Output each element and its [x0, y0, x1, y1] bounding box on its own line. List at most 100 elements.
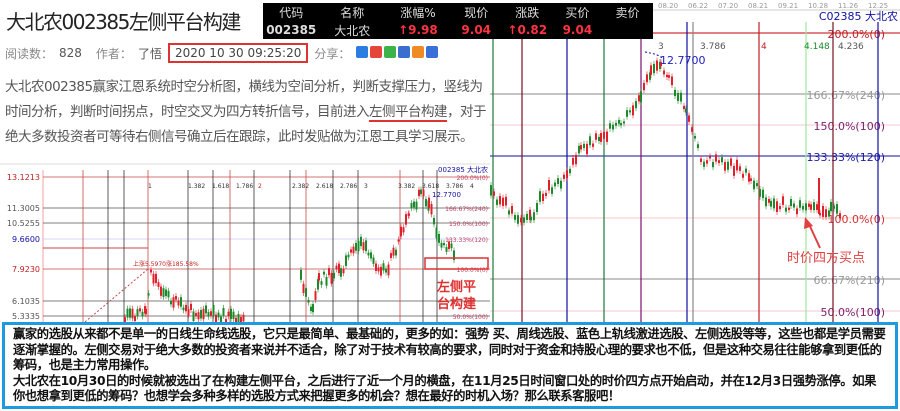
candle	[638, 95, 640, 102]
date-tick: 08.21	[748, 2, 768, 10]
fib-mark: 4.236	[838, 42, 864, 52]
candle	[425, 199, 427, 207]
level-label: 133.33%(120)	[445, 237, 488, 244]
candle	[773, 198, 775, 209]
level-label: 150.0%(100)	[813, 120, 885, 133]
fib-mark: 3.618	[422, 183, 439, 190]
candle	[650, 65, 652, 75]
candle	[736, 159, 738, 171]
candle	[385, 268, 387, 273]
candle	[640, 91, 642, 103]
price-label: 5.3335	[12, 312, 40, 321]
candle	[718, 160, 720, 164]
candle	[830, 201, 832, 212]
candle	[785, 207, 787, 212]
level-label: 50.0%(100)	[820, 306, 885, 319]
candle	[646, 74, 648, 83]
candle	[350, 249, 352, 253]
candle	[813, 202, 815, 211]
candle	[197, 312, 200, 320]
candle	[129, 308, 131, 318]
candle	[157, 282, 160, 287]
quote-header-0[interactable]: 代码	[279, 5, 304, 20]
candle	[715, 154, 717, 162]
quote-header-2[interactable]: 涨幅%	[400, 5, 436, 20]
candle	[182, 307, 185, 311]
candle	[433, 217, 435, 225]
candle	[575, 154, 577, 165]
fib-mark: 4	[470, 183, 474, 190]
candle	[623, 121, 625, 124]
candle	[227, 311, 230, 317]
candle	[202, 308, 205, 320]
candle	[448, 241, 450, 250]
candle	[656, 60, 658, 71]
candle	[569, 168, 571, 174]
candle	[530, 216, 532, 221]
candle	[212, 304, 215, 316]
candle	[405, 214, 407, 225]
fib-mark: 2.618	[316, 183, 333, 190]
candle	[703, 161, 705, 167]
date-tick: 10.28	[808, 2, 828, 10]
candle	[663, 70, 665, 75]
qq-icon[interactable]	[398, 45, 411, 58]
candle	[822, 205, 824, 217]
article-paragraph: 大北农002385赢家江恩系统时空分析图，横线为空间分析，判断支撑压力，竖线为时…	[5, 75, 489, 150]
candle	[318, 273, 320, 281]
candle	[222, 307, 225, 316]
author[interactable]: 了悟	[137, 46, 162, 61]
candle-limit-up	[818, 178, 820, 214]
candle	[205, 305, 207, 314]
candle	[172, 297, 175, 308]
candle	[305, 288, 307, 297]
candle	[242, 314, 245, 322]
candle	[833, 205, 835, 209]
weibo-icon[interactable]	[370, 45, 383, 58]
quote-value-1: 大北农	[334, 23, 371, 38]
candle	[580, 145, 582, 150]
quote-header-3[interactable]: 现价	[464, 5, 489, 20]
candle	[595, 133, 597, 140]
publish-date: 2020 10 30 09:25:20	[167, 43, 309, 63]
quote-value-4: ↑0.82	[507, 23, 548, 37]
quote-header-4[interactable]: 涨跌	[515, 5, 540, 20]
candle	[136, 309, 139, 317]
candle	[307, 299, 310, 303]
candle	[325, 276, 328, 286]
candle	[542, 193, 544, 202]
candle	[440, 242, 443, 248]
candle	[768, 199, 770, 203]
candle	[310, 306, 312, 312]
candle	[606, 131, 608, 142]
candle	[360, 236, 362, 247]
candle	[126, 308, 129, 318]
candle	[367, 252, 370, 256]
quote-value-3: 9.04	[461, 23, 492, 37]
fib-mark: 1	[148, 183, 152, 190]
tieba-icon[interactable]	[426, 45, 439, 58]
candle	[816, 204, 818, 210]
quote-header-5[interactable]: 买价	[565, 5, 590, 20]
candle	[526, 213, 528, 220]
wechat-icon[interactable]	[384, 45, 397, 58]
fib-mark: 3.382	[398, 183, 415, 190]
quote-header-6[interactable]: 卖价	[615, 5, 640, 20]
quote-header-1[interactable]: 名称	[340, 5, 365, 20]
chart-background	[490, 0, 900, 322]
candle	[415, 201, 418, 210]
candle	[680, 92, 682, 102]
candle	[770, 200, 772, 207]
candle	[365, 240, 367, 252]
candle	[215, 314, 217, 322]
price-label: 7.9230	[12, 265, 40, 274]
plus-share-icon[interactable]	[356, 45, 369, 58]
candle	[632, 105, 634, 116]
fib-mark: 2	[258, 183, 262, 190]
candle	[759, 189, 761, 197]
candle	[839, 213, 841, 219]
candle	[788, 207, 790, 210]
qzone-icon[interactable]	[412, 45, 425, 58]
candle	[323, 271, 325, 275]
fib-mark: 1.618	[212, 183, 229, 190]
